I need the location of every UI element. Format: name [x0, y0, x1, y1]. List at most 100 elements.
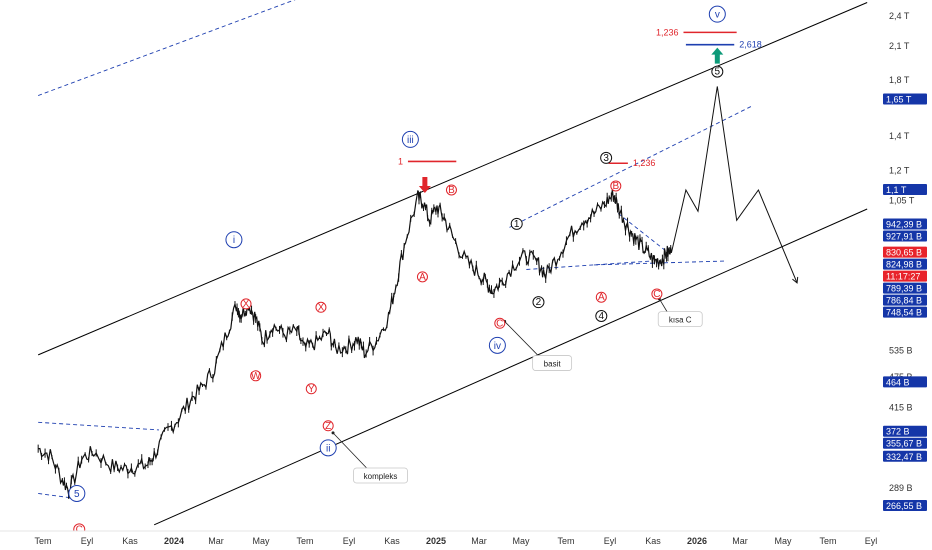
projection-path	[670, 86, 798, 284]
annotation-leader	[332, 432, 369, 471]
x-axis[interactable]: Tem Eyl Kas 2024 Mar May Tem Eyl Kas 2025 Mar May Te…	[34, 536, 877, 546]
wave-label-circle	[610, 180, 622, 192]
up-arrow-icon	[711, 47, 724, 64]
price-badge-label: 332,47 B	[886, 452, 922, 462]
arrow-layer	[418, 47, 724, 193]
price-badge-label: 1,65 T	[886, 95, 912, 105]
wave-label-text: 2	[536, 297, 542, 308]
price-badge	[883, 230, 927, 242]
wave-label-text: C	[76, 524, 83, 535]
y-tick-label: 1,2 T	[889, 166, 910, 176]
x-tick-label: Kas	[122, 536, 138, 546]
x-tick-label: 2025	[426, 536, 446, 546]
wave-label-text: 4	[599, 311, 605, 322]
x-tick-label: Kas	[645, 536, 661, 546]
wave-label-text: C	[496, 318, 503, 329]
y-tick-label: 289 B	[889, 483, 913, 493]
x-tick-label: Eyl	[81, 536, 94, 546]
price-badge-label: 1,1 T	[886, 185, 907, 195]
wave-label-text: v	[715, 10, 720, 21]
wave-label-text: ii	[326, 443, 330, 454]
x-tick-label: Tem	[557, 536, 574, 546]
price-badge	[883, 376, 927, 388]
price-badge	[883, 270, 927, 282]
price-badge-label: 942,39 B	[886, 219, 922, 229]
annotation-box[interactable]	[657, 311, 703, 328]
wave-label-circle	[322, 420, 334, 432]
price-badge	[883, 437, 927, 449]
wave-label-text: B	[448, 185, 455, 196]
down-arrow-icon	[418, 176, 431, 193]
x-tick-label: Mar	[471, 536, 487, 546]
price-badge-label: 789,39 B	[886, 284, 922, 294]
wave-label-text: X	[243, 299, 250, 310]
wave-label-circle	[68, 484, 86, 502]
wave-label-text: 5	[715, 67, 721, 78]
x-tick-label: Mar	[732, 536, 748, 546]
wave-label-text: Y	[308, 384, 315, 395]
x-tick-label: Kas	[384, 536, 400, 546]
price-badge-label: 464 B	[886, 377, 910, 387]
price-badge-label: 11:17:27	[886, 272, 920, 282]
wave-label-text: Z	[325, 421, 331, 432]
wave-label-circle	[595, 310, 608, 323]
price-badge	[883, 258, 927, 270]
annotation-text: kompleks	[364, 472, 398, 481]
price-badge	[883, 183, 927, 195]
annotation-box[interactable]	[353, 467, 408, 484]
wave-label-circle	[494, 317, 506, 329]
wave-label-circle	[225, 231, 243, 249]
x-tick-label: Mar	[208, 536, 224, 546]
price-badge-layer: 1,65 T 1,1 T 942,39 B 927,91 B 830,65 B 824,9…	[883, 93, 927, 512]
y-tick-label: 2,4 T	[889, 11, 910, 21]
wave-label-circle	[401, 130, 419, 148]
wave-label-text: 3	[603, 153, 609, 164]
wave-label-circle	[532, 296, 545, 309]
wave-label-circle	[73, 523, 86, 531]
price-series-line	[38, 189, 672, 499]
wave-label-circle	[240, 298, 252, 310]
x-tick-label: Tem	[296, 536, 313, 546]
wave-label-circle	[416, 271, 428, 283]
fib-level-label: 2,618	[739, 40, 762, 50]
wave-label-text: W	[251, 371, 261, 382]
channel-line	[37, 2, 868, 356]
annotation-leader	[658, 298, 669, 314]
wave-label-circle	[595, 291, 607, 303]
annotation-anchor-dot	[331, 431, 335, 435]
x-tick-label: 2026	[687, 536, 707, 546]
y-tick-label: 1,4 T	[889, 131, 910, 141]
price-badge-label: 372 B	[886, 427, 910, 437]
annotation-box[interactable]	[532, 355, 573, 371]
dashed-trendline	[38, 421, 160, 431]
wave-label-text: iv	[494, 341, 501, 352]
price-badge-label: 355,67 B	[886, 439, 922, 449]
price-badge	[883, 294, 927, 306]
wave-label-circle	[305, 383, 317, 395]
y-tick-label: 1,8 T	[889, 75, 910, 85]
wave-label-text: iii	[407, 135, 414, 146]
price-badge-label: 748,54 B	[886, 308, 922, 318]
projection-arrowhead	[792, 276, 799, 284]
dashed-trendline	[617, 213, 667, 252]
wave-label-circle	[600, 151, 613, 164]
wave-label-circle	[708, 5, 726, 23]
wave-label-text: A	[419, 272, 426, 283]
dashed-trendline	[38, 0, 296, 96]
wave-label-text: 1	[514, 219, 520, 230]
price-badge-label: 830,65 B	[886, 248, 922, 258]
x-tick-label: Eyl	[865, 536, 878, 546]
x-tick-label: May	[252, 536, 270, 546]
wave-label-text: C	[653, 289, 660, 300]
series-layer	[37, 86, 799, 499]
wave-label-circle	[651, 288, 663, 300]
wave-label-text: A	[598, 292, 605, 303]
y-tick-label: 535 B	[889, 346, 913, 356]
x-tick-label: May	[774, 536, 792, 546]
x-tick-label: Eyl	[604, 536, 617, 546]
